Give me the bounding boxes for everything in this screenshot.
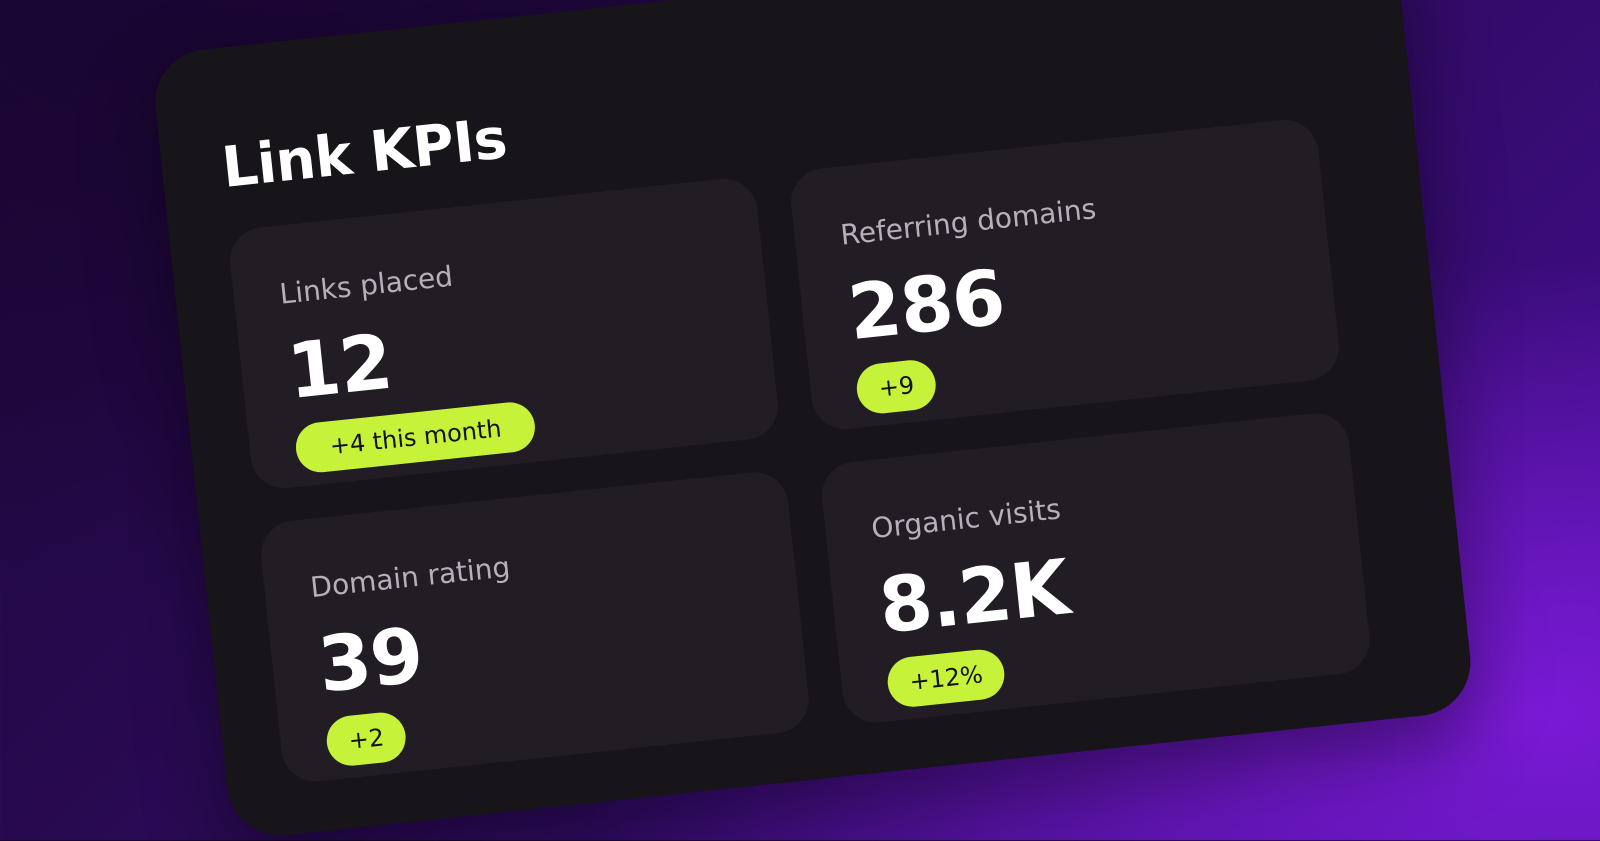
kpi-card-domain-rating: Domain rating 39 +2 xyxy=(257,468,813,785)
kpi-change-badge: +9 xyxy=(854,357,939,416)
kpi-value: 8.2K xyxy=(874,542,1073,651)
kpi-label: Referring domains xyxy=(838,192,1098,252)
kpi-value: 286 xyxy=(844,252,1009,358)
kpi-change-badge: +2 xyxy=(324,710,409,769)
kpi-card-referring-domains: Referring domains 286 +9 xyxy=(787,116,1343,433)
kpi-value: 39 xyxy=(314,610,427,710)
panel-title: Link KPIs xyxy=(218,106,510,201)
kpi-change-badge: +12% xyxy=(885,647,1008,710)
kpi-card-organic-visits: Organic visits 8.2K +12% xyxy=(818,409,1374,726)
kpi-label: Organic visits xyxy=(869,492,1063,546)
kpi-card-links-placed: Links placed 12 +4 this month xyxy=(226,175,782,492)
kpi-label: Domain rating xyxy=(308,550,512,605)
kpi-label: Links placed xyxy=(277,259,455,311)
kpi-value: 12 xyxy=(283,316,396,417)
kpi-panel: Link KPIs Links placed 12 +4 this month … xyxy=(150,0,1476,841)
